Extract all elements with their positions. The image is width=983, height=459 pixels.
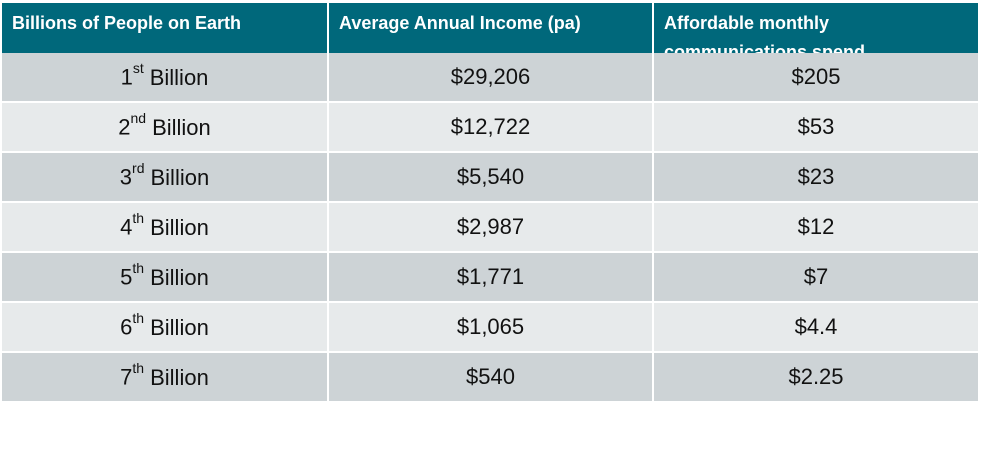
ordinal-suffix: th (132, 210, 145, 227)
row-label-cell: 6th Billion (2, 303, 327, 351)
label-word: Billion (150, 264, 209, 290)
spend: $2.25 (788, 364, 844, 389)
spend-cell: $23 (654, 153, 978, 201)
spend: $7 (803, 264, 829, 289)
row-label-cell: 7th Billion (2, 353, 327, 401)
spend: $205 (791, 64, 841, 89)
ordinal-suffix: nd (130, 110, 147, 127)
income: $1,771 (456, 264, 525, 289)
spend-cell: $205 (654, 53, 978, 101)
row-label-cell: 2nd Billion (2, 103, 327, 151)
income-cell: $540 (329, 353, 652, 401)
income-cell: $5,540 (329, 153, 652, 201)
row-label: 5th Billion (120, 260, 209, 290)
spend: $23 (797, 164, 835, 189)
label-word: Billion (150, 364, 209, 390)
row-label-cell: 4th Billion (2, 203, 327, 251)
income: $2,987 (456, 214, 525, 239)
row-label-cell: 1st Billion (2, 53, 327, 101)
income-cell: $29,206 (329, 53, 652, 101)
income: $5,540 (456, 164, 525, 189)
income-cell: $1,771 (329, 253, 652, 301)
income-cell: $2,987 (329, 203, 652, 251)
ordinal: 1 (120, 64, 133, 90)
income: $1,065 (456, 314, 525, 339)
spend-cell: $12 (654, 203, 978, 251)
row-label: 3rd Billion (119, 160, 210, 190)
ordinal-suffix: th (132, 260, 145, 277)
ordinal: 6 (120, 314, 133, 340)
row-label: 2nd Billion (118, 110, 211, 140)
income: $29,206 (450, 64, 531, 89)
ordinal-suffix: rd (132, 160, 145, 177)
table: Billions of People on Earth Average Annua… (2, 3, 978, 401)
ordinal-suffix: th (132, 360, 145, 377)
row-label-cell: 5th Billion (2, 253, 327, 301)
income-cell: $1,065 (329, 303, 652, 351)
ordinal-suffix: th (132, 310, 145, 327)
ordinal: 2 (118, 114, 131, 140)
spend-cell: $4.4 (654, 303, 978, 351)
row-label: 4th Billion (120, 210, 209, 240)
row-label: 7th Billion (120, 360, 209, 390)
income: $540 (466, 364, 515, 389)
label-word: Billion (150, 214, 209, 240)
spend-cell: $7 (654, 253, 978, 301)
income: $12,722 (450, 114, 531, 139)
income-cell: $12,722 (329, 103, 652, 151)
label-word: Billion (150, 314, 209, 340)
spend-cell: $2.25 (654, 353, 978, 401)
spend: $4.4 (794, 314, 838, 339)
label-word: Billion (150, 164, 210, 190)
ordinal-suffix: st (132, 60, 144, 77)
row-label: 6th Billion (120, 310, 209, 340)
spend-cell: $53 (654, 103, 978, 151)
label-word: Billion (149, 64, 209, 90)
row-label-cell: 3rd Billion (2, 153, 327, 201)
ordinal: 7 (120, 364, 133, 390)
spend: $12 (797, 214, 835, 239)
ordinal: 3 (119, 164, 133, 190)
row-label: 1st Billion (120, 60, 209, 90)
spend: $53 (797, 114, 835, 139)
ordinal: 5 (120, 264, 133, 290)
label-word: Billion (152, 114, 211, 140)
ordinal: 4 (120, 214, 133, 240)
